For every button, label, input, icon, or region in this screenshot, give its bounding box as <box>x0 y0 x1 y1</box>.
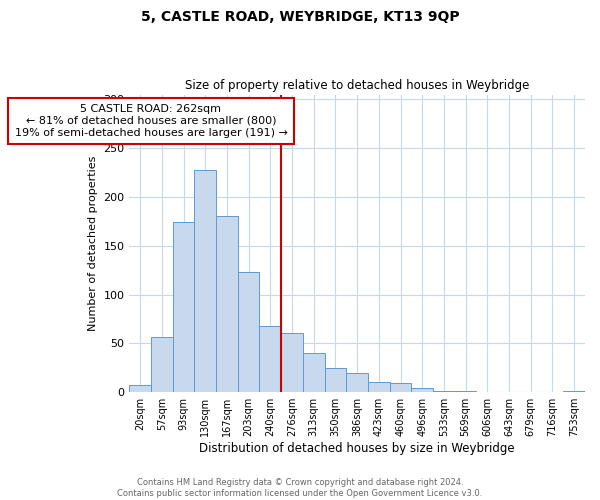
Bar <box>455 391 476 392</box>
Bar <box>151 336 173 392</box>
X-axis label: Distribution of detached houses by size in Weybridge: Distribution of detached houses by size … <box>199 442 515 455</box>
Bar <box>216 216 238 392</box>
Bar <box>281 332 303 392</box>
Bar <box>412 388 433 392</box>
Bar <box>238 272 259 392</box>
Text: Contains HM Land Registry data © Crown copyright and database right 2024.
Contai: Contains HM Land Registry data © Crown c… <box>118 478 482 498</box>
Bar <box>563 391 585 392</box>
Text: 5 CASTLE ROAD: 262sqm
← 81% of detached houses are smaller (800)
19% of semi-det: 5 CASTLE ROAD: 262sqm ← 81% of detached … <box>14 104 287 138</box>
Bar <box>259 326 281 392</box>
Bar <box>173 222 194 392</box>
Bar <box>368 382 389 392</box>
Y-axis label: Number of detached properties: Number of detached properties <box>88 156 98 331</box>
Bar <box>194 170 216 392</box>
Bar <box>433 391 455 392</box>
Title: Size of property relative to detached houses in Weybridge: Size of property relative to detached ho… <box>185 79 529 92</box>
Bar <box>346 372 368 392</box>
Text: 5, CASTLE ROAD, WEYBRIDGE, KT13 9QP: 5, CASTLE ROAD, WEYBRIDGE, KT13 9QP <box>140 10 460 24</box>
Bar <box>303 353 325 392</box>
Bar <box>389 384 412 392</box>
Bar <box>129 386 151 392</box>
Bar <box>325 368 346 392</box>
